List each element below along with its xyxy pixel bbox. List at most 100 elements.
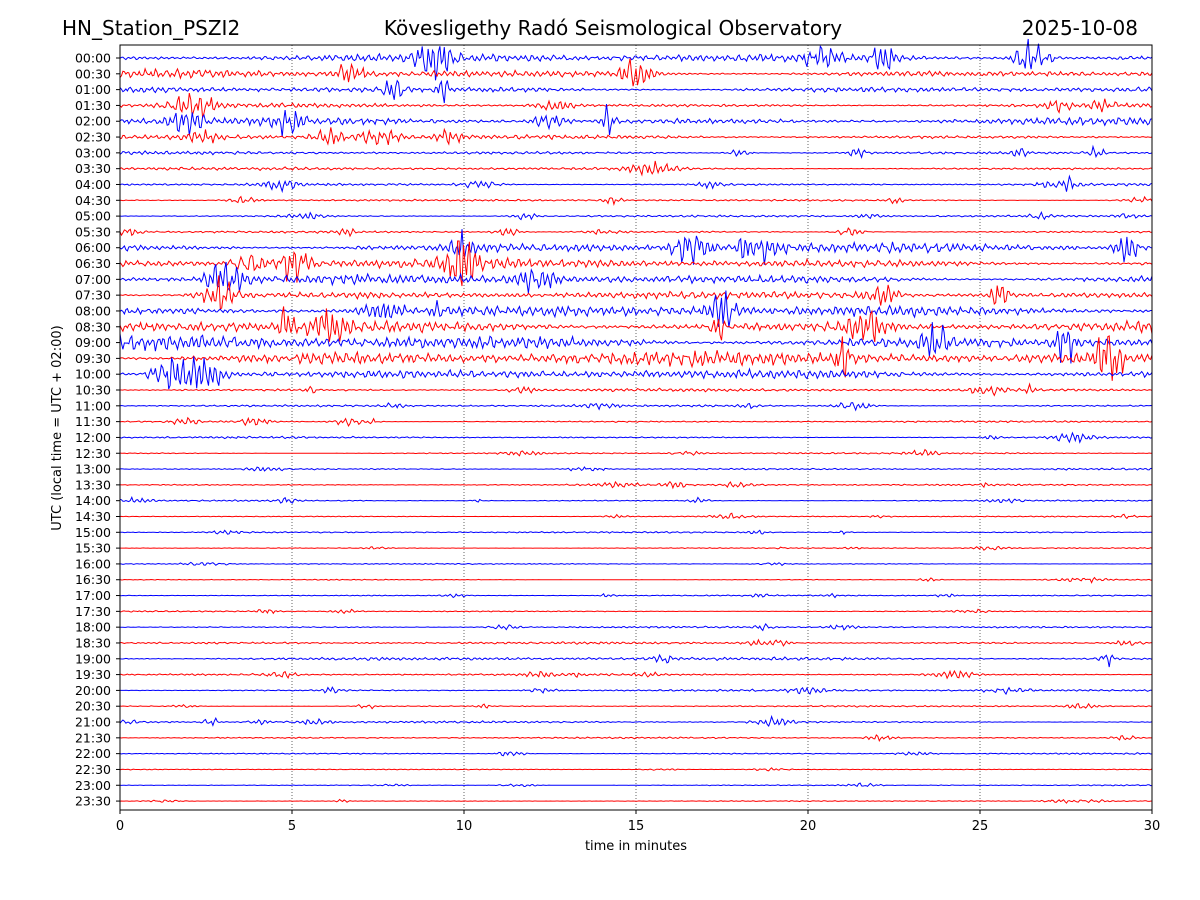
y-tick-label: 06:00 (75, 240, 111, 255)
y-tick-label: 07:00 (75, 272, 111, 287)
seismic-trace (119, 227, 1153, 238)
y-tick-label: 19:30 (75, 667, 111, 682)
seismic-trace (119, 416, 1153, 427)
y-tick-label: 03:00 (75, 145, 111, 160)
y-tick-label: 23:00 (75, 778, 111, 793)
seismic-trace (119, 495, 1153, 504)
y-tick-label: 14:00 (75, 493, 111, 508)
y-tick-label: 11:30 (75, 414, 111, 429)
y-tick-label: 13:30 (75, 477, 111, 492)
seismic-trace (119, 322, 1153, 364)
y-tick-label: 18:00 (75, 620, 111, 635)
y-tick-label: 03:30 (75, 161, 111, 176)
seismic-trace (119, 92, 1153, 119)
seismic-trace (119, 144, 1153, 160)
seismic-trace (119, 275, 1153, 310)
seismic-trace (119, 608, 1153, 615)
y-tick-label: 16:30 (75, 572, 111, 587)
seismic-traces (119, 38, 1153, 804)
y-tick-label: 20:30 (75, 699, 111, 714)
y-axis-label: UTC (local time = UTC + 02:00) (50, 325, 65, 530)
seismic-trace (119, 229, 1153, 265)
y-tick-label: 19:00 (75, 651, 111, 666)
seismic-trace (119, 561, 1153, 567)
station-name: HN_Station_PSZI2 (62, 16, 241, 40)
y-tick-label: 17:00 (75, 588, 111, 603)
seismic-trace (119, 210, 1153, 221)
seismic-trace (119, 38, 1153, 81)
x-tick-label: 10 (456, 819, 473, 834)
y-tick-label: 12:00 (75, 430, 111, 445)
y-tick-label: 05:00 (75, 209, 111, 224)
seismic-trace (119, 402, 1153, 412)
y-tick-label: 22:00 (75, 746, 111, 761)
seismic-trace (119, 653, 1153, 668)
seismic-trace (119, 638, 1152, 647)
y-tick-label: 20:00 (75, 683, 111, 698)
seismic-trace (119, 103, 1153, 137)
y-tick-label: 15:00 (75, 525, 111, 540)
x-tick-label: 15 (628, 819, 645, 834)
seismic-trace (119, 261, 1153, 294)
seismic-trace (120, 545, 1153, 551)
seismic-trace (119, 127, 1153, 146)
y-tick-label: 04:00 (75, 177, 111, 192)
y-tick-label: 13:00 (75, 462, 111, 477)
seismic-trace (119, 512, 1153, 520)
y-tick-label: 22:30 (75, 762, 111, 777)
seismic-trace (119, 290, 1152, 328)
x-tick-label: 25 (972, 819, 989, 834)
seismic-trace (119, 734, 1152, 743)
y-tick-label: 01:30 (75, 98, 111, 113)
y-tick-label: 14:30 (75, 509, 111, 524)
plot-area (120, 45, 1152, 810)
seismic-trace (119, 751, 1153, 757)
y-tick-label: 10:00 (75, 367, 111, 382)
seismic-trace (119, 195, 1153, 207)
chart-title: Kövesligethy Radó Seismological Observat… (383, 16, 843, 40)
seismic-trace (119, 356, 1153, 390)
seismic-trace (119, 714, 1153, 727)
seismic-trace (119, 79, 1153, 104)
seismic-trace (119, 335, 1153, 381)
y-tick-label: 09:00 (75, 335, 111, 350)
y-tick-label: 21:30 (75, 730, 111, 745)
seismic-trace (119, 702, 1152, 710)
y-tick-label: 05:30 (75, 224, 111, 239)
seismic-trace (120, 686, 1153, 696)
y-tick-label: 00:30 (75, 66, 111, 81)
x-tick-label: 5 (288, 819, 296, 834)
y-tick-label: 08:30 (75, 319, 111, 334)
y-tick-label: 15:30 (75, 541, 111, 556)
y-tick-label: 01:00 (75, 82, 111, 97)
y-tick-labels: 00:0000:3001:0001:3002:0002:3003:0003:30… (75, 51, 120, 809)
y-tick-label: 04:30 (75, 193, 111, 208)
y-tick-label: 21:00 (75, 715, 111, 730)
seismic-trace (119, 240, 1153, 287)
seismic-trace (119, 767, 1153, 772)
seismic-trace (119, 160, 1153, 177)
seismic-trace (119, 306, 1153, 343)
y-tick-label: 12:30 (75, 446, 111, 461)
y-tick-label: 02:30 (75, 130, 111, 145)
seismic-trace (119, 480, 1153, 490)
x-tick-label: 30 (1144, 819, 1161, 834)
seismic-trace (119, 782, 1152, 788)
y-tick-label: 02:00 (75, 114, 111, 129)
seismic-trace (119, 174, 1153, 194)
y-tick-label: 06:30 (75, 256, 111, 271)
seismic-trace (119, 798, 1153, 804)
seismic-trace (120, 382, 1153, 397)
y-tick-label: 23:30 (75, 794, 111, 809)
seismic-trace (119, 592, 1152, 599)
seismic-trace (119, 58, 1153, 87)
seismic-trace (119, 622, 1153, 632)
y-tick-label: 00:00 (75, 51, 111, 66)
x-tick-label: 0 (116, 819, 124, 834)
y-tick-label: 10:30 (75, 383, 111, 398)
x-axis-label: time in minutes (585, 839, 687, 854)
seismic-trace (119, 576, 1153, 584)
y-tick-label: 16:00 (75, 556, 111, 571)
seismic-trace (119, 448, 1153, 457)
